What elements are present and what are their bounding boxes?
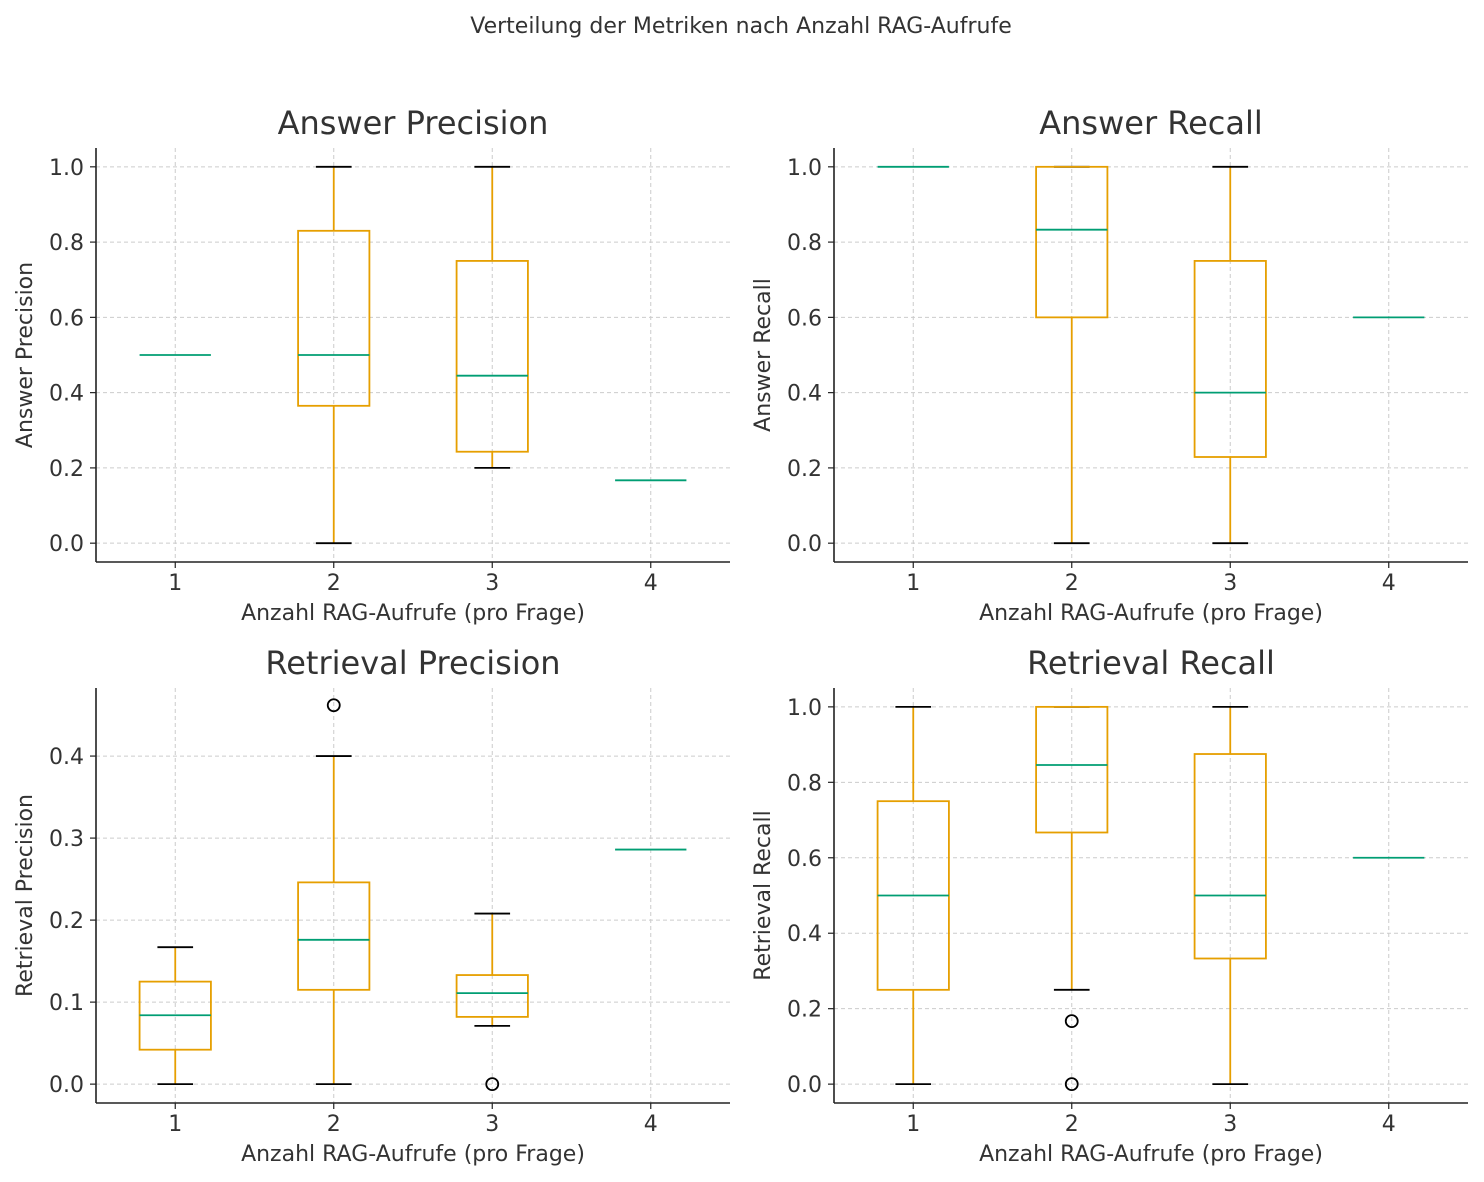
y-tick-label: 0.6: [787, 847, 822, 872]
y-tick-label: 0.2: [787, 998, 822, 1023]
grid: [96, 688, 730, 1103]
x-tick-label: 3: [485, 571, 499, 596]
x-tick-label: 4: [644, 1112, 658, 1137]
y-tick-label: 0.4: [787, 922, 822, 947]
chart-title: Answer Precision: [278, 104, 549, 142]
x-tick-label: 1: [906, 1112, 920, 1137]
y-axis-label: Answer Precision: [13, 262, 38, 448]
box-group-3: [455, 165, 529, 469]
box: [1193, 753, 1267, 960]
box-group-2: [297, 698, 371, 1086]
y-tick-label: 0.8: [787, 771, 822, 796]
outlier-point: [485, 1077, 500, 1092]
x-axis-label: Anzahl RAG-Aufrufe (pro Frage): [241, 601, 585, 626]
x-tick-label: 1: [168, 1112, 182, 1137]
y-tick-label: 0.0: [49, 1073, 84, 1098]
y-tick-label: 0.2: [49, 457, 84, 482]
x-axis-label: Anzahl RAG-Aufrufe (pro Frage): [979, 1142, 1323, 1167]
figure-title: Verteilung der Metriken nach Anzahl RAG-…: [470, 14, 1012, 39]
y-axis-label: Answer Recall: [751, 278, 776, 432]
y-tick-label: 1.0: [787, 696, 822, 721]
y-tick-label: 0.4: [787, 382, 822, 407]
box: [1193, 260, 1267, 458]
outlier-point: [1064, 1014, 1079, 1029]
y-axis-label: Retrieval Recall: [751, 810, 776, 980]
x-tick-label: 4: [644, 571, 658, 596]
x-tick-label: 4: [1382, 571, 1396, 596]
outlier-point: [1064, 1077, 1079, 1092]
chart-answer-recall: 0.0 0.2 0.4 0.6 0.8 1.0 1 2 3 4 Answer Recall Anzah…: [751, 104, 1468, 626]
chart-title: Answer Recall: [1039, 104, 1263, 142]
x-tick-label: 3: [1223, 1112, 1237, 1137]
box: [297, 229, 371, 407]
box: [297, 881, 371, 991]
box: [1035, 705, 1109, 834]
x-tick-label: 3: [1223, 571, 1237, 596]
y-tick-label: 0.1: [49, 991, 84, 1016]
y-axis-label: Retrieval Precision: [13, 794, 38, 997]
y-tick-label: 0.8: [787, 231, 822, 256]
chart-retrieval-precision: 0.0 0.1 0.2 0.3 0.4 1 2 3 4 Retrieval Precision An…: [13, 644, 730, 1167]
box-group-2: [1035, 165, 1109, 545]
box-group-3: [1193, 705, 1267, 1086]
box-group-1: [876, 705, 950, 1086]
x-axis-label: Anzahl RAG-Aufrufe (pro Frage): [241, 1142, 585, 1167]
grid: [834, 148, 1468, 562]
y-tick-label: 1.0: [49, 156, 84, 181]
x-tick-label: 1: [168, 571, 182, 596]
box-group-3: [1193, 165, 1267, 545]
outlier-point: [326, 698, 341, 713]
y-tick-label: 1.0: [787, 156, 822, 181]
y-tick-label: 0.4: [49, 382, 84, 407]
chart-retrieval-recall: 0.0 0.2 0.4 0.6 0.8 1.0 1 2 3 4 Retrieval Recall An…: [751, 644, 1468, 1167]
box-group-3: [455, 912, 529, 1092]
x-tick-label: 4: [1382, 1112, 1396, 1137]
box: [1035, 165, 1109, 319]
x-tick-label: 2: [327, 571, 341, 596]
y-tick-label: 0.2: [787, 457, 822, 482]
x-tick-label: 2: [327, 1112, 341, 1137]
x-axis-label: Anzahl RAG-Aufrufe (pro Frage): [979, 601, 1323, 626]
box-group-2: [1035, 705, 1109, 1092]
box: [455, 974, 529, 1018]
y-tick-label: 0.8: [49, 231, 84, 256]
x-tick-label: 2: [1065, 1112, 1079, 1137]
x-tick-label: 2: [1065, 571, 1079, 596]
chart-answer-precision: 0.0 0.2 0.4 0.6 0.8 1.0 1 2 3 4 Answer Precision An…: [13, 104, 730, 626]
box-group-1: [138, 946, 212, 1086]
x-tick-label: 1: [906, 571, 920, 596]
y-tick-label: 0.6: [49, 306, 84, 331]
box: [455, 260, 529, 453]
y-tick-label: 0.4: [49, 745, 84, 770]
y-tick-label: 0.0: [787, 1073, 822, 1098]
y-tick-label: 0.0: [49, 532, 84, 557]
y-tick-label: 0.0: [787, 532, 822, 557]
chart-title: Retrieval Recall: [1027, 644, 1275, 682]
y-tick-label: 0.3: [49, 827, 84, 852]
box-group-2: [297, 165, 371, 545]
y-tick-label: 0.6: [787, 306, 822, 331]
x-tick-label: 3: [485, 1112, 499, 1137]
y-tick-label: 0.2: [49, 909, 84, 934]
chart-title: Retrieval Precision: [265, 644, 560, 682]
